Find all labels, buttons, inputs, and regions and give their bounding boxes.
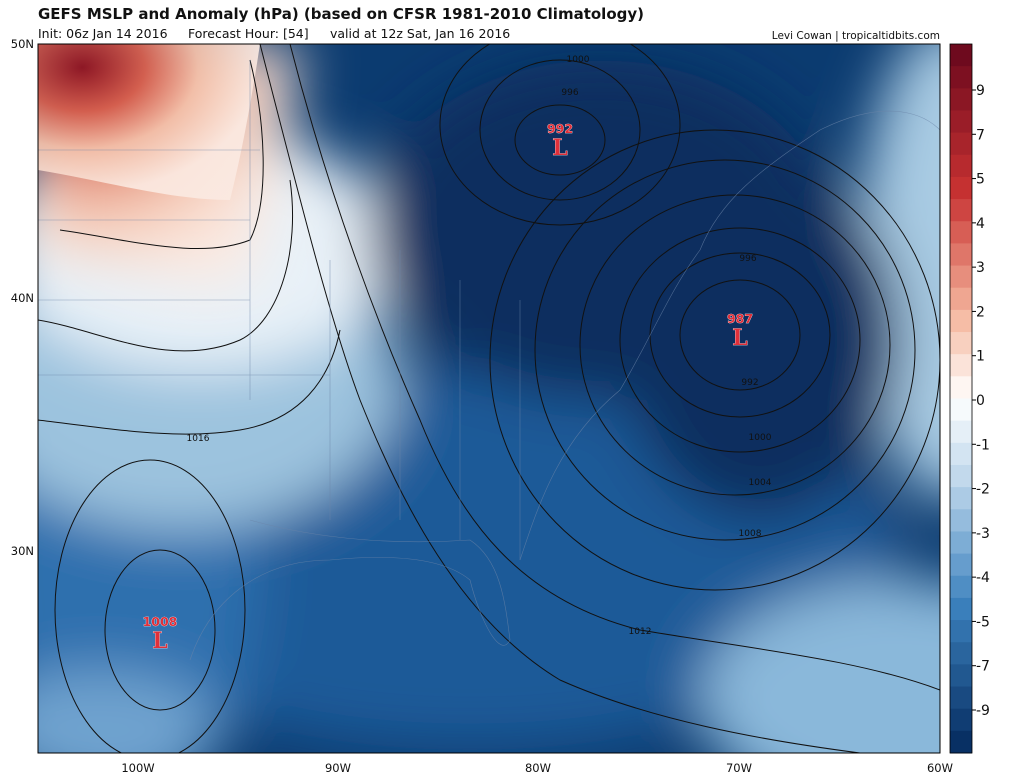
colorbar-label: -2 <box>976 482 990 498</box>
colorbar-label: 9 <box>976 83 985 99</box>
colorbar-swatch <box>950 243 972 267</box>
colorbar-swatch <box>950 287 972 311</box>
lat-label: 50N <box>11 37 34 51</box>
colorbar-swatch <box>950 553 972 577</box>
low-pressure-value: 987 <box>727 311 753 326</box>
colorbar-swatch <box>950 686 972 710</box>
valid-time: valid at 12z Sat, Jan 16 2016 <box>330 26 510 41</box>
colorbar-swatch <box>950 110 972 134</box>
colorbar-frame <box>949 43 973 754</box>
colorbar-swatch <box>950 642 972 665</box>
colorbar-label: -3 <box>976 526 990 542</box>
colorbar-label: -1 <box>976 437 990 453</box>
map-field <box>38 44 940 753</box>
isobar-label: 1000 <box>567 55 590 65</box>
colorbar-swatch <box>950 132 972 156</box>
title: GEFS MSLP and Anomaly (hPa) (based on CF… <box>38 5 644 23</box>
colorbar-swatch <box>950 620 972 643</box>
anomaly-area <box>38 670 220 753</box>
borders <box>38 60 940 661</box>
colorbar-label: 2 <box>976 304 985 320</box>
colorbar-swatch <box>950 154 972 178</box>
colorbar-label: 4 <box>976 216 985 232</box>
colorbar-swatch <box>950 708 972 732</box>
colorbar: 9 7 5 4 3 2 1 0 -1 -2 -3 -4 -5 -7 -9 <box>950 44 990 754</box>
colorbar-label: -5 <box>976 614 990 630</box>
isobar-label: 1008 <box>739 529 762 539</box>
positive-anomaly-core <box>38 44 260 200</box>
low-pressure-symbol: L <box>732 325 747 351</box>
lat-label: 40N <box>11 291 34 305</box>
colorbar-label: -7 <box>976 659 990 675</box>
colorbar-label: 7 <box>976 127 985 143</box>
low-pressure-value: 1008 <box>143 614 178 629</box>
colorbar-swatch <box>950 464 972 488</box>
colorbar-label: 3 <box>976 260 985 276</box>
colorbar-label: 5 <box>976 172 985 188</box>
colorbar-swatch <box>950 664 972 688</box>
isobar-label: 992 <box>741 378 758 388</box>
isobar-label: 1016 <box>187 434 210 444</box>
lon-label: 60W <box>927 761 953 775</box>
colorbar-swatch <box>950 44 972 67</box>
colorbar-swatch <box>950 442 972 466</box>
lon-label: 70W <box>726 761 752 775</box>
colorbar-swatch <box>950 176 972 200</box>
isobar-label: 996 <box>739 254 756 264</box>
colorbar-swatch <box>950 575 972 599</box>
colorbar-label: -4 <box>976 570 990 586</box>
colorbar-swatch <box>950 332 972 355</box>
colorbar-swatch <box>950 66 972 89</box>
colorbar-swatch <box>950 487 972 510</box>
colorbar-label: 0 <box>976 393 985 409</box>
colorbar-swatch <box>950 376 972 399</box>
low-pressure-value: 992 <box>547 121 573 136</box>
colorbar-swatch <box>950 597 972 621</box>
map-frame <box>37 43 941 754</box>
credit: Levi Cowan | tropicaltidbits.com <box>772 30 940 42</box>
anomaly-area <box>620 160 900 520</box>
low-pressure-symbol: L <box>552 135 567 161</box>
lon-label: 80W <box>525 761 551 775</box>
anomaly-shading <box>38 44 940 753</box>
colorbar-swatch <box>950 221 972 244</box>
colorbar-swatch <box>950 730 972 754</box>
isobar-label: 1012 <box>629 627 652 637</box>
colorbar-swatch <box>950 88 972 111</box>
low-pressure-symbol: L <box>152 628 167 654</box>
colorbar-swatch <box>950 199 972 222</box>
forecast-hour: Forecast Hour: [54] <box>188 26 309 41</box>
colorbar-swatch <box>950 265 972 289</box>
init-time: Init: 06z Jan 14 2016 <box>38 26 168 41</box>
colorbar-label: 1 <box>976 349 985 365</box>
colorbar-swatch <box>950 420 972 444</box>
colorbar-swatch <box>950 509 972 532</box>
lon-label: 100W <box>121 761 154 775</box>
colorbar-swatch <box>950 398 972 422</box>
lat-label: 30N <box>11 544 34 558</box>
colorbar-label: -9 <box>976 703 990 719</box>
lon-label: 90W <box>325 761 351 775</box>
isobar-label: 1000 <box>749 433 772 443</box>
isobar-label: 996 <box>561 88 578 98</box>
anomaly-area <box>700 580 940 753</box>
colorbar-swatch <box>950 531 972 555</box>
colorbar-swatch <box>950 354 972 377</box>
isobar-label: 1004 <box>749 478 772 488</box>
colorbar-swatch <box>950 309 972 333</box>
